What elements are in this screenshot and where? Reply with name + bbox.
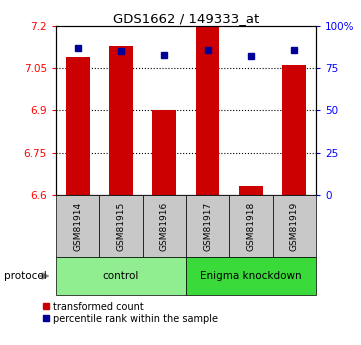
Bar [186, 195, 229, 257]
Bar [99, 195, 143, 257]
Text: GSM81914: GSM81914 [73, 201, 82, 250]
Bar [196, 26, 219, 195]
Bar [152, 110, 176, 195]
Bar [282, 65, 306, 195]
Bar [109, 46, 133, 195]
Bar [273, 195, 316, 257]
Bar [186, 257, 316, 295]
Text: Enigma knockdown: Enigma knockdown [200, 271, 302, 281]
Text: GSM81916: GSM81916 [160, 201, 169, 250]
Text: control: control [103, 271, 139, 281]
Title: GDS1662 / 149333_at: GDS1662 / 149333_at [113, 12, 259, 25]
Bar [56, 195, 99, 257]
Text: protocol: protocol [4, 271, 46, 281]
Text: GSM81915: GSM81915 [117, 201, 125, 250]
Text: GSM81919: GSM81919 [290, 201, 299, 250]
Bar [143, 195, 186, 257]
Bar [66, 57, 90, 195]
Bar [239, 186, 263, 195]
Text: GSM81918: GSM81918 [247, 201, 255, 250]
Bar [56, 257, 186, 295]
Text: GSM81917: GSM81917 [203, 201, 212, 250]
Bar [229, 195, 273, 257]
Legend: transformed count, percentile rank within the sample: transformed count, percentile rank withi… [43, 302, 218, 324]
